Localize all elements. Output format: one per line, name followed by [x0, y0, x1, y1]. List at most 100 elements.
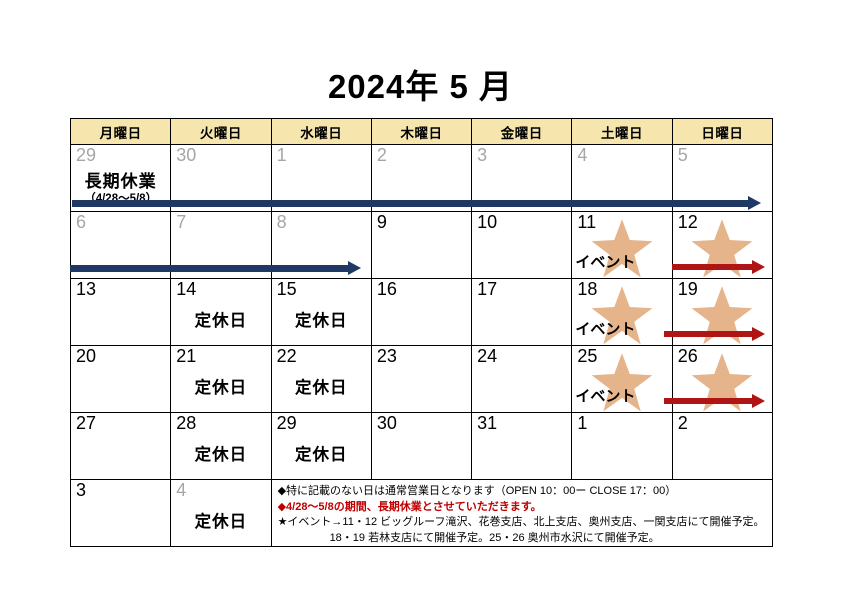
note-line: ★イベント→11・12 ビッグルーフ滝沢、花巻支店、北上支店、奥州支店、一関支店… — [277, 516, 765, 529]
day-number: 23 — [376, 346, 397, 366]
weekday-header-sun: 日曜日 — [671, 118, 774, 145]
day-number: 27 — [76, 413, 97, 433]
day-number: 6 — [76, 212, 87, 232]
calendar-day-cell[interactable]: 14 定休日 — [170, 278, 272, 346]
day-number: 17 — [477, 279, 498, 299]
day-number: 3 — [477, 145, 488, 165]
notes-cell: ◆特に記載のない日は通常営業日となります（OPEN 10：00ー CLOSE 1… — [270, 479, 774, 547]
day-number: 14 — [176, 279, 197, 299]
calendar-day-cell[interactable]: 31 — [471, 412, 573, 480]
event-label: イベント — [575, 321, 636, 338]
calendar-day-cell[interactable]: 28 定休日 — [170, 412, 272, 480]
calendar-day-cell[interactable]: 3 — [69, 479, 172, 547]
calendar-week-row: 6 7 8 9 10 11 イベント 12 — [69, 211, 774, 279]
page-title: 2024年 5 月 — [327, 68, 514, 105]
day-number: 5 — [677, 145, 688, 165]
day-note-sublabel: （4/28〜5/8） — [84, 193, 158, 205]
calendar-day-cell[interactable]: 17 — [471, 278, 573, 346]
calendar-day-cell[interactable]: 5 — [671, 144, 774, 212]
calendar-day-cell[interactable]: 26 — [671, 345, 774, 413]
day-note-label: 長期休業 — [84, 172, 157, 191]
day-number: 21 — [176, 346, 197, 366]
calendar-week-row: 20 21 定休日 22 定休日 23 24 25 イベント 26 — [69, 345, 774, 413]
day-number: 10 — [477, 212, 498, 232]
day-number: 7 — [176, 212, 187, 232]
day-number: 30 — [376, 413, 397, 433]
day-number: 20 — [76, 346, 97, 366]
calendar-week-row: 13 14 定休日 15 定休日 16 17 18 イベント 19 — [69, 278, 774, 347]
calendar-day-cell[interactable]: 6 — [69, 211, 172, 279]
weekday-header-sat: 土曜日 — [571, 118, 673, 145]
calendar-day-cell[interactable]: 12 — [671, 211, 774, 279]
weekday-header-fri: 金曜日 — [471, 118, 573, 145]
day-number: 2 — [677, 413, 688, 433]
calendar-day-cell[interactable]: 2 — [370, 144, 473, 212]
day-number: 24 — [477, 346, 498, 366]
calendar-day-cell[interactable]: 3 — [471, 144, 573, 212]
weekday-header-tue: 火曜日 — [170, 118, 272, 145]
calendar-day-cell[interactable]: 29 長期休業 （4/28〜5/8） — [69, 144, 172, 212]
calendar-week-row-last: 3 4 定休日 ◆特に記載のない日は通常営業日となります（OPEN 10：00ー CL… — [69, 479, 774, 547]
day-note-label: 定休日 — [294, 446, 348, 464]
note-line: 18・19 若林支店にて開催予定。25・26 奥州市水沢にて開催予定。 — [329, 531, 660, 544]
note-line: ◆4/28〜5/8の期間、長期休業とさせていただきます。 — [277, 500, 542, 513]
day-number: 25 — [577, 346, 598, 366]
day-number: 31 — [477, 413, 498, 433]
calendar-day-cell[interactable]: 22 定休日 — [270, 345, 372, 413]
event-label: イベント — [575, 388, 636, 405]
day-note-label: 定休日 — [194, 446, 248, 464]
calendar-day-cell[interactable]: 15 定休日 — [270, 278, 372, 346]
calendar-day-cell[interactable]: 23 — [370, 345, 473, 413]
calendar-day-cell[interactable]: 21 定休日 — [170, 345, 272, 413]
calendar-day-cell[interactable]: 2 — [671, 412, 774, 480]
day-note-label: 定休日 — [294, 312, 348, 330]
day-note-label: 定休日 — [294, 379, 348, 397]
calendar-week-row: 29 長期休業 （4/28〜5/8） 30 1 2 3 4 5 — [69, 144, 774, 212]
calendar-day-cell[interactable]: 18 イベント — [571, 278, 673, 346]
calendar-day-cell[interactable]: 1 — [571, 412, 673, 480]
star-icon — [689, 285, 755, 347]
day-number: 8 — [276, 212, 287, 232]
calendar-body: 29 長期休業 （4/28〜5/8） 30 1 2 3 4 5 6 7 8 9 10 11 イベント 12 13 1… — [69, 144, 774, 547]
calendar-day-cell[interactable]: 10 — [471, 211, 573, 279]
note-line: ◆特に記載のない日は通常営業日となります（OPEN 10：00ー CLOSE 1… — [277, 485, 677, 497]
day-number: 15 — [276, 279, 297, 299]
calendar-day-cell[interactable]: 16 — [370, 278, 473, 346]
calendar-day-cell[interactable]: 30 — [370, 412, 473, 480]
day-number: 9 — [376, 212, 387, 232]
day-note-label: 定休日 — [194, 379, 248, 397]
calendar-day-cell[interactable]: 25 イベント — [571, 345, 673, 413]
calendar-day-cell[interactable]: 19 — [671, 278, 774, 347]
calendar-day-cell[interactable]: 8 — [270, 211, 372, 279]
calendar-day-cell[interactable]: 4 定休日 — [170, 479, 272, 547]
calendar-header-row: 月曜日 火曜日 水曜日 木曜日 金曜日 土曜日 日曜日 — [69, 118, 774, 145]
calendar-day-cell[interactable]: 24 — [471, 345, 573, 413]
notes-block: ◆特に記載のない日は通常営業日となります（OPEN 10：00ー CLOSE 1… — [278, 484, 768, 546]
calendar-day-cell[interactable]: 20 — [69, 345, 172, 413]
day-number: 13 — [76, 279, 97, 299]
day-number: 22 — [276, 346, 297, 366]
calendar-day-cell[interactable]: 27 — [69, 412, 172, 480]
calendar-day-cell[interactable]: 13 — [69, 278, 172, 346]
calendar-day-cell[interactable]: 30 — [170, 144, 272, 212]
calendar-day-cell[interactable]: 7 — [170, 211, 272, 279]
calendar-day-cell[interactable]: 4 — [571, 144, 673, 212]
day-number: 1 — [276, 145, 287, 165]
calendar-table: 月曜日 火曜日 水曜日 木曜日 金曜日 土曜日 日曜日 29 長期休業 （4/28〜… — [69, 118, 774, 547]
day-number: 30 — [176, 145, 197, 165]
day-number: 29 — [76, 145, 97, 165]
calendar-day-cell[interactable]: 1 — [270, 144, 372, 212]
day-number: 2 — [376, 145, 387, 165]
day-number: 26 — [677, 346, 698, 366]
weekday-header-mon: 月曜日 — [69, 118, 172, 145]
calendar-day-cell[interactable]: 9 — [370, 211, 473, 279]
day-number: 12 — [677, 212, 698, 232]
day-number: 1 — [577, 413, 588, 433]
day-note-label: 定休日 — [194, 513, 248, 531]
calendar-day-cell[interactable]: 29 定休日 — [270, 412, 372, 480]
weekday-header-wed: 水曜日 — [270, 118, 372, 145]
day-number: 28 — [176, 413, 197, 433]
calendar-day-cell[interactable]: 11 イベント — [571, 211, 673, 279]
day-number: 29 — [276, 413, 297, 433]
